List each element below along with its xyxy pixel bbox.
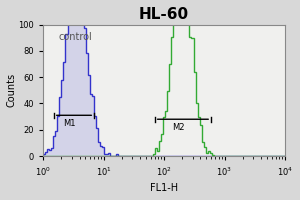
Title: HL-60: HL-60 [139, 7, 189, 22]
X-axis label: FL1-H: FL1-H [150, 183, 178, 193]
Text: M2: M2 [172, 123, 185, 132]
Y-axis label: Counts: Counts [7, 73, 17, 107]
Text: M1: M1 [64, 119, 76, 128]
Text: control: control [58, 32, 92, 42]
Polygon shape [43, 0, 285, 156]
